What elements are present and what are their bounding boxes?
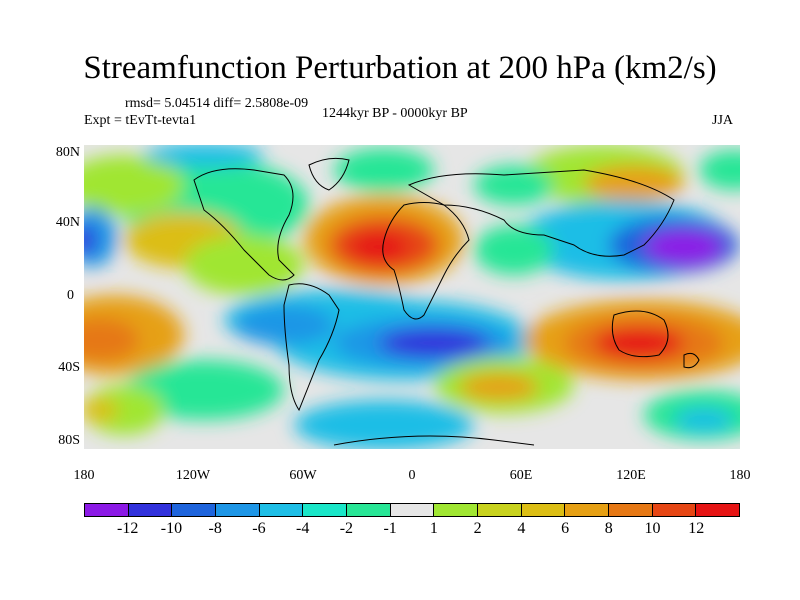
colorbar-segment [609,504,653,516]
period-label: 1244kyr BP - 0000kyr BP [322,106,468,121]
colorbar-label: -8 [208,520,222,537]
colorbar-segment [478,504,522,516]
rmsd-stats: rmsd= 5.04514 diff= 2.5808e-09 [125,96,309,111]
x-tick-60e: 60E [509,468,533,483]
colorbar-segment [565,504,610,516]
colorbar-segment [259,504,304,516]
map-panel [84,145,740,449]
colorbar-segment [347,504,391,516]
x-tick-0: 0 [408,468,416,483]
x-tick-120e: 120E [616,468,646,483]
y-tick-0: 0 [67,288,74,303]
colorbar-label: -6 [252,520,266,537]
colorbar-label: 10 [644,520,661,537]
colorbar-segment [390,504,435,516]
colorbar-label: 12 [688,520,705,537]
y-tick-40n: 40N [55,215,80,230]
contour-field [84,145,740,449]
x-tick-60w: 60W [289,468,317,483]
colorbar-label: 2 [473,520,482,537]
colorbar-segment [303,504,348,516]
y-tick-40s: 40S [58,360,80,375]
colorbar-label: -10 [160,520,183,537]
coastlines [193,157,700,446]
x-tick-120w: 120W [175,468,211,483]
colorbar-label: 1 [429,520,438,537]
colorbar-segment [85,504,129,516]
colorbar-label: -4 [295,520,310,537]
colorbar-segment [652,504,697,516]
colorbar-label: 8 [604,520,613,537]
y-tick-80s: 80S [58,433,80,448]
colorbar-segment [521,504,566,516]
streamfunction-map [84,145,740,449]
colorbar-label: -1 [383,520,397,537]
experiment-label: Expt = tEvTt-tevta1 [84,113,197,128]
colorbar-label: -2 [339,520,354,537]
colorbar-label: 4 [517,520,526,537]
colorbar-segment [128,504,173,516]
colorbar-segment [216,504,260,516]
colorbar [84,503,740,517]
colorbar-segment [696,504,740,516]
x-tick-180w: 180 [73,468,95,483]
plot-title: Streamfunction Perturbation at 200 hPa (… [83,50,717,86]
colorbar-label: 6 [561,520,570,537]
season-label: JJA [712,113,734,128]
colorbar-label: -12 [117,520,139,537]
x-tick-180e: 180 [729,468,751,483]
colorbar-segment [434,504,479,516]
colorbar-segment [172,504,217,516]
y-tick-80n: 80N [55,145,80,160]
